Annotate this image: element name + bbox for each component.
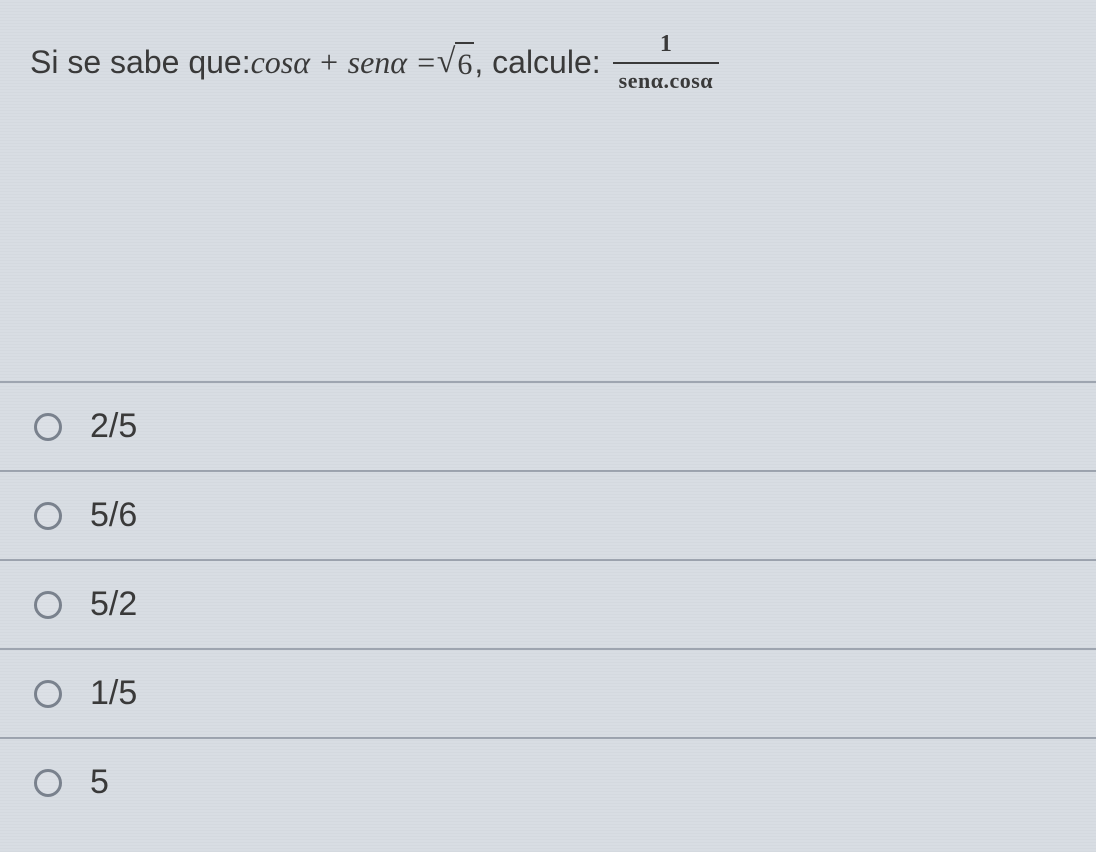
fraction-denominator: senα.cosα: [613, 62, 719, 97]
radio-icon[interactable]: [34, 769, 62, 797]
option-row[interactable]: 2/5: [0, 383, 1096, 472]
radio-icon[interactable]: [34, 413, 62, 441]
option-label: 1/5: [90, 674, 137, 713]
option-label: 5/2: [90, 585, 137, 624]
question-prefix: Si se sabe que:: [30, 40, 251, 85]
option-label: 5/6: [90, 496, 137, 535]
sqrt-radicand: 6: [455, 42, 474, 86]
option-row[interactable]: 5/2: [0, 561, 1096, 650]
fraction: 1 senα.cosα: [613, 28, 719, 96]
options-list: 2/5 5/6 5/2 1/5 5: [0, 381, 1096, 826]
option-row[interactable]: 5: [0, 739, 1096, 826]
option-row[interactable]: 5/6: [0, 472, 1096, 561]
question-mid-text: , calcule:: [474, 40, 600, 85]
radio-icon[interactable]: [34, 591, 62, 619]
option-label: 5: [90, 763, 109, 802]
radio-icon[interactable]: [34, 502, 62, 530]
fraction-numerator: 1: [656, 28, 676, 62]
option-row[interactable]: 1/5: [0, 650, 1096, 739]
radio-icon[interactable]: [34, 680, 62, 708]
sqrt-symbol: √: [437, 38, 456, 86]
question-expression-left: cosα + senα =: [251, 40, 437, 85]
sqrt-expression: √ 6: [437, 38, 475, 86]
option-label: 2/5: [90, 407, 137, 446]
question-text: Si se sabe que: cosα + senα = √ 6 , calc…: [0, 0, 1096, 96]
